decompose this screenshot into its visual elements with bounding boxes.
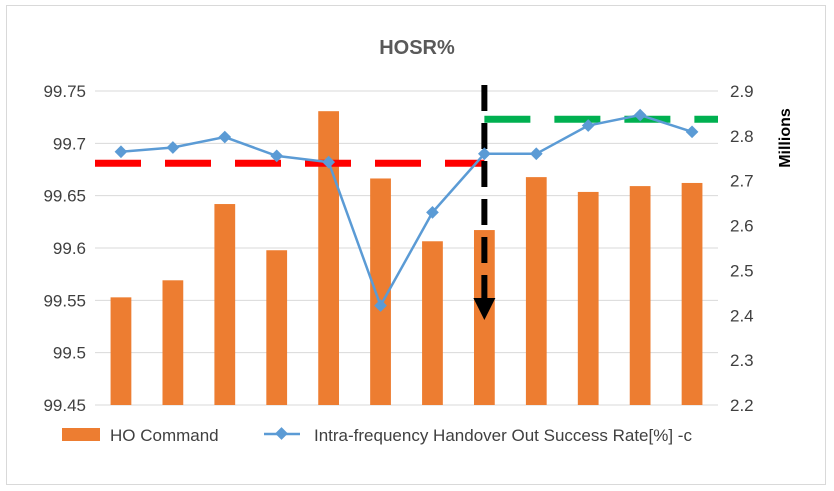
legend: HO Command Intra-frequency Handover Out … (62, 426, 692, 445)
line-point (114, 145, 128, 159)
line-point (374, 299, 387, 312)
left-tick-label: 99.5 (53, 344, 86, 363)
line-point (166, 141, 180, 154)
series-line (120, 113, 693, 309)
bar (422, 241, 443, 405)
line-series (114, 108, 699, 312)
chart-title: HOSR% (379, 37, 455, 59)
right-axis-label: Millions (777, 108, 794, 168)
left-tick-label: 99.45 (43, 396, 86, 415)
left-tick-label: 99.7 (53, 134, 86, 153)
bar (370, 178, 391, 405)
right-tick-label: 2.9 (730, 82, 754, 101)
bar (162, 280, 184, 405)
bar (214, 204, 236, 405)
gridlines (95, 90, 718, 406)
right-tick-label: 2.8 (730, 127, 754, 146)
right-tick-label: 2.2 (730, 396, 754, 415)
right-tick-label: 2.4 (730, 306, 754, 325)
left-tick-label: 99.75 (43, 82, 86, 101)
line-point (270, 149, 284, 163)
legend-label-ho-command: HO Command (110, 426, 219, 445)
line-point (322, 155, 335, 169)
legend-marker-icon (275, 427, 288, 440)
bar (577, 191, 599, 405)
left-tick-label: 99.6 (53, 239, 86, 258)
left-tick-label: 99.55 (43, 291, 86, 310)
bar (318, 111, 340, 405)
line-point (218, 130, 232, 144)
annotations (95, 85, 718, 320)
bar (266, 250, 288, 405)
bar (110, 297, 132, 405)
arrow-down-icon (473, 298, 496, 320)
legend-label-hosr: Intra-frequency Handover Out Success Rat… (314, 426, 692, 445)
line-point (478, 147, 491, 161)
left-tick-label: 99.65 (43, 187, 86, 206)
bar (525, 177, 547, 405)
bar (629, 186, 651, 405)
bar-series (110, 111, 703, 405)
right-tick-label: 2.5 (730, 261, 754, 280)
line-point (685, 125, 699, 139)
bar (681, 182, 703, 405)
legend-swatch-ho-command (62, 428, 100, 441)
left-axis-ticks: 99.75 99.7 99.65 99.6 99.55 99.5 99.45 (43, 82, 86, 415)
right-tick-label: 2.3 (730, 351, 754, 370)
right-tick-label: 2.7 (730, 172, 754, 191)
line-point (426, 206, 439, 219)
line-point (529, 147, 543, 161)
right-tick-label: 2.6 (730, 217, 754, 236)
right-axis-ticks: 2.9 2.8 2.7 2.6 2.5 2.4 2.3 2.2 (730, 82, 754, 415)
